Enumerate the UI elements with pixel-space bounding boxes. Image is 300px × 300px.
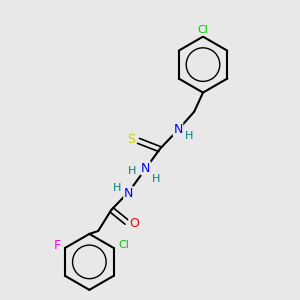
- Text: N: N: [173, 123, 183, 136]
- Text: O: O: [129, 218, 139, 230]
- Text: H: H: [185, 131, 193, 142]
- Text: Cl: Cl: [198, 25, 208, 35]
- Text: H: H: [152, 174, 160, 184]
- Text: S: S: [128, 133, 136, 146]
- Text: Cl: Cl: [118, 240, 129, 250]
- Text: F: F: [54, 239, 61, 252]
- Text: N: N: [141, 162, 150, 175]
- Text: H: H: [128, 166, 136, 176]
- Text: H: H: [112, 183, 121, 193]
- Text: N: N: [124, 187, 133, 200]
